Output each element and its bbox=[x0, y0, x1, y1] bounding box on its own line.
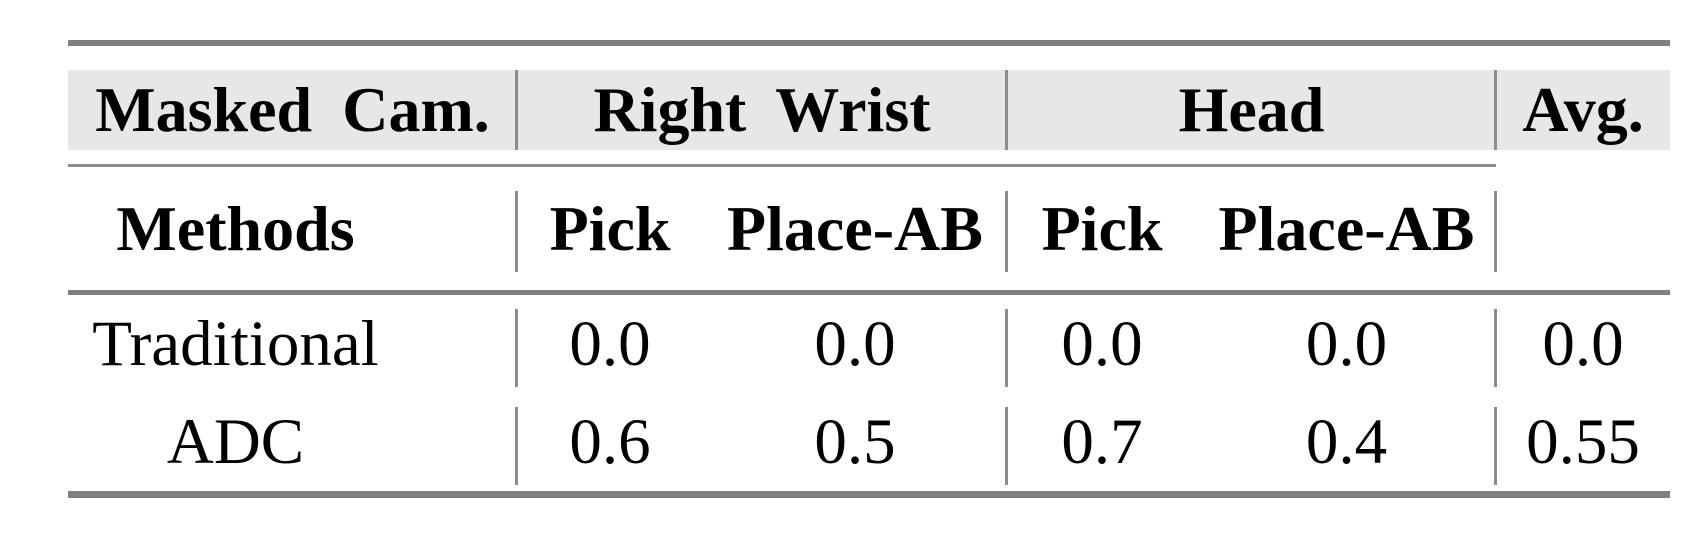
table-subheader-row: Methods Pick Place-AB Pick Place-AB bbox=[68, 167, 1670, 290]
value-rw-pick: 0.0 bbox=[515, 295, 703, 393]
partial-header-rule bbox=[68, 164, 1496, 167]
table-row-adc: ADC 0.6 0.5 0.7 0.4 0.55 bbox=[68, 393, 1670, 491]
header-methods: Methods bbox=[116, 192, 355, 264]
value-head-pick: 0.7 bbox=[1005, 393, 1197, 491]
value-avg: 0.0 bbox=[1494, 295, 1670, 393]
value-head-place-ab: 0.0 bbox=[1305, 307, 1388, 380]
spacer bbox=[68, 46, 1670, 70]
table-bottom-rule bbox=[68, 491, 1670, 498]
header-avg-empty-cell bbox=[1494, 167, 1670, 290]
header-right-wrist: Right Wrist bbox=[515, 70, 1007, 150]
value-rw-place-ab: 0.0 bbox=[814, 307, 896, 380]
table-mid-rule bbox=[68, 290, 1670, 295]
table-row-traditional: Traditional 0.0 0.0 0.0 0.0 0.0 bbox=[68, 295, 1670, 393]
results-table: Masked Cam. Right Wrist Head Avg. Method… bbox=[68, 40, 1670, 498]
header-head: Head bbox=[1005, 70, 1496, 150]
value-rw-pick: 0.6 bbox=[515, 393, 703, 491]
value-rw-place-ab: 0.5 bbox=[814, 405, 896, 478]
header-avg: Avg. bbox=[1494, 70, 1670, 150]
header-rw-place-ab: Place-AB bbox=[727, 192, 983, 264]
table-top-rule bbox=[68, 40, 1670, 46]
header-head-place-ab: Place-AB bbox=[1218, 192, 1475, 264]
header-masked-cam: Masked Cam. bbox=[95, 74, 490, 145]
value-avg: 0.55 bbox=[1494, 393, 1670, 491]
method-label: Traditional bbox=[92, 307, 379, 380]
method-label: ADC bbox=[166, 405, 305, 478]
spacer bbox=[68, 150, 1670, 164]
value-head-place-ab: 0.4 bbox=[1305, 405, 1388, 478]
table-group-header-row: Masked Cam. Right Wrist Head Avg. bbox=[68, 70, 1670, 150]
value-head-pick: 0.0 bbox=[1005, 295, 1197, 393]
header-rw-pick: Pick bbox=[515, 167, 703, 290]
header-head-pick: Pick bbox=[1005, 167, 1197, 290]
